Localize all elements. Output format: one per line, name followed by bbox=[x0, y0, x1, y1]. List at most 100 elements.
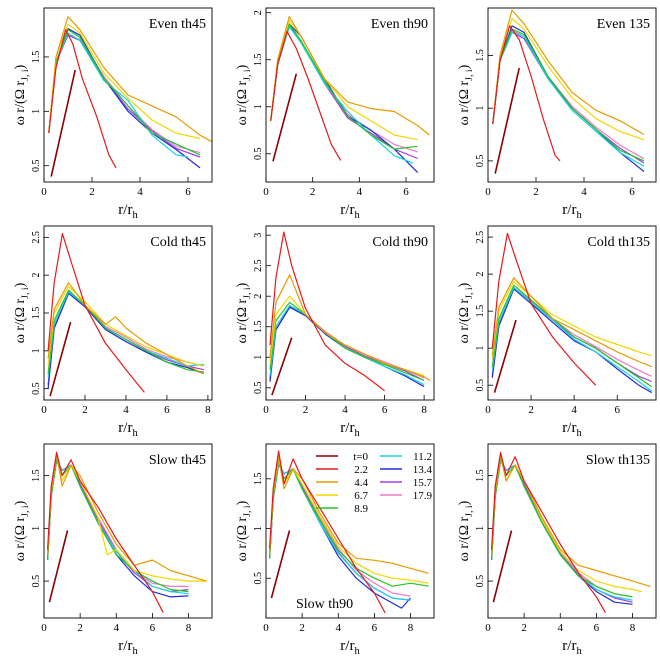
y-axis-label: ω r/(Ω rJ, i) bbox=[457, 64, 475, 125]
panel: 0 2 4 6 0.5 1 1.5 2 Even th90 r/rh ω r/(Ω rJ, i) bbox=[235, 7, 435, 221]
x-tick-label: 0 bbox=[41, 186, 47, 198]
series-line bbox=[491, 277, 652, 368]
y-tick-label: 1.5 bbox=[253, 473, 264, 486]
series-group bbox=[269, 450, 429, 614]
series-line bbox=[491, 459, 633, 598]
y-tick-label: 2.5 bbox=[475, 231, 486, 244]
series-line bbox=[491, 286, 652, 377]
series-line bbox=[491, 459, 633, 601]
plot-frame bbox=[43, 443, 213, 619]
series-line bbox=[270, 25, 418, 160]
series-line bbox=[47, 282, 205, 375]
x-tick-label: 0 bbox=[485, 404, 491, 416]
x-tick-label: 0 bbox=[263, 404, 269, 416]
series-line bbox=[272, 73, 298, 162]
x-tick-label: 4 bbox=[137, 186, 143, 198]
series-line bbox=[492, 29, 645, 160]
series-group bbox=[48, 16, 212, 177]
x-tick-label: 6 bbox=[629, 186, 635, 198]
x-tick-label: 0 bbox=[41, 404, 47, 416]
y-tick-label: 2.5 bbox=[253, 259, 264, 272]
panel: 0 2 4 6 0.5 1 1.5 Even th45 r/rh ω r/(Ω rJ, i) bbox=[13, 7, 213, 221]
series-line bbox=[48, 34, 201, 158]
x-tick-label: 2 bbox=[528, 404, 534, 416]
x-tick-label: 6 bbox=[372, 622, 378, 634]
panel-title: Slow th135 bbox=[586, 453, 650, 468]
series-line bbox=[270, 30, 342, 161]
x-axis-label: r/rh bbox=[562, 638, 582, 657]
y-axis-label: ω r/(Ω rJ, i) bbox=[13, 282, 31, 343]
series-line bbox=[491, 284, 653, 388]
legend: t=02.24.46.78.9 11.213.415.717.9 bbox=[316, 451, 433, 515]
y-tick-label: 1 bbox=[475, 526, 486, 531]
y-tick-label: 1.5 bbox=[31, 51, 42, 64]
series-group bbox=[47, 233, 205, 397]
x-tick-label: 4 bbox=[342, 404, 348, 416]
x-tick-label: 2 bbox=[533, 186, 539, 198]
panel-title: Cold th90 bbox=[372, 235, 428, 250]
y-tick-label: 2 bbox=[31, 273, 42, 278]
legend-label: 11.2 bbox=[413, 451, 432, 463]
plot-frame bbox=[487, 7, 657, 183]
y-tick-label: 2 bbox=[475, 272, 486, 277]
y-axis-label: ω r/(Ω rJ, i) bbox=[457, 500, 475, 561]
x-tick-label: 0 bbox=[263, 186, 269, 198]
y-tick-label: 1 bbox=[253, 526, 264, 531]
series-line bbox=[50, 69, 76, 177]
legend-label: 8.9 bbox=[354, 503, 368, 515]
series-line bbox=[48, 16, 212, 143]
series-group bbox=[491, 451, 651, 613]
x-tick-label: 2 bbox=[82, 404, 88, 416]
series-line bbox=[491, 232, 597, 386]
series-line bbox=[492, 28, 645, 162]
panel-title: Even th90 bbox=[371, 17, 428, 32]
x-axis-label: r/rh bbox=[118, 638, 138, 657]
series-line bbox=[47, 233, 145, 393]
y-tick-label: 1 bbox=[475, 106, 486, 111]
y-axis-label: ω r/(Ω rJ, i) bbox=[235, 500, 253, 561]
plot-frame bbox=[43, 7, 213, 183]
panel: 0 2 4 6 8 0.5 1 1.5 Slow th135 r/rh ω r/(Ω rJ, i) bbox=[457, 443, 657, 657]
x-tick-label: 2 bbox=[77, 622, 83, 634]
x-axis-label: r/rh bbox=[118, 420, 138, 439]
series-line bbox=[47, 459, 189, 588]
panel-title: Cold th45 bbox=[150, 235, 206, 250]
y-tick-label: 1.5 bbox=[253, 320, 264, 333]
series-line bbox=[47, 289, 204, 374]
y-tick-label: 0.5 bbox=[253, 382, 264, 395]
y-tick-label: 2 bbox=[253, 10, 264, 15]
series-group bbox=[492, 9, 645, 174]
x-axis-label: r/rh bbox=[340, 638, 360, 657]
y-tick-label: 1.5 bbox=[475, 469, 486, 482]
series-line bbox=[49, 321, 72, 397]
x-tick-label: 6 bbox=[614, 404, 620, 416]
series-line bbox=[494, 67, 520, 174]
panel-title: Even th45 bbox=[149, 17, 206, 32]
series-group bbox=[491, 232, 653, 394]
y-tick-label: 1 bbox=[253, 355, 264, 360]
x-tick-label: 4 bbox=[571, 404, 577, 416]
panel-title: Slow th90 bbox=[296, 597, 353, 612]
series-line bbox=[47, 292, 205, 389]
y-axis-label: ω r/(Ω rJ, i) bbox=[13, 500, 31, 561]
x-tick-label: 4 bbox=[357, 186, 363, 198]
series-line bbox=[269, 463, 411, 597]
x-tick-label: 2 bbox=[299, 622, 305, 634]
legend-label: 2.2 bbox=[354, 464, 368, 476]
y-axis-label: ω r/(Ω rJ, i) bbox=[457, 282, 475, 343]
plot-frame bbox=[487, 443, 657, 619]
series-line bbox=[269, 456, 429, 574]
y-tick-label: 3 bbox=[253, 233, 264, 238]
x-tick-label: 6 bbox=[185, 186, 191, 198]
x-tick-label: 6 bbox=[403, 186, 409, 198]
series-line bbox=[492, 17, 645, 141]
series-line bbox=[269, 462, 429, 587]
y-tick-label: 1.5 bbox=[475, 305, 486, 318]
legend-label: 13.4 bbox=[413, 464, 433, 476]
y-tick-label: 1.5 bbox=[475, 49, 486, 62]
x-axis-label: r/rh bbox=[340, 420, 360, 439]
x-tick-label: 2 bbox=[303, 404, 309, 416]
plot-frame bbox=[487, 225, 657, 401]
series-line bbox=[269, 306, 425, 382]
